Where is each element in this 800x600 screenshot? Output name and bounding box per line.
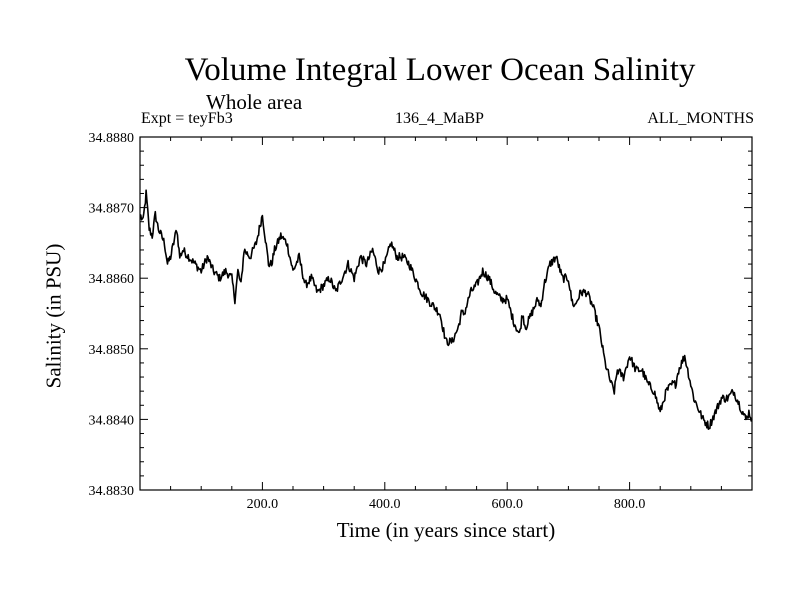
chart-subtitle: Whole area	[206, 90, 303, 114]
plot-area-frame	[139, 136, 753, 491]
x-tick-label: 800.0	[614, 497, 646, 512]
months-label: ALL_MONTHS	[647, 110, 754, 127]
x-axis-ticks: 200.0 400.0 600.0 800.0	[170, 137, 722, 512]
y-tick-label: 34.8830	[89, 484, 135, 499]
y-tick-label: 34.8850	[89, 343, 135, 358]
x-tick-label: 400.0	[369, 497, 401, 512]
x-tick-label: 600.0	[491, 497, 523, 512]
chart-title: Volume Integral Lower Ocean Salinity	[184, 52, 696, 88]
run-label: 136_4_MaBP	[395, 110, 484, 127]
x-axis-label: Time (in years since start)	[336, 518, 556, 542]
y-tick-label: 34.8840	[89, 413, 135, 428]
y-tick-label: 34.8860	[89, 272, 135, 287]
experiment-label: Expt = teyFb3	[141, 110, 233, 127]
x-tick-label: 200.0	[247, 497, 279, 512]
y-tick-label: 34.8870	[89, 202, 135, 217]
salinity-series-line	[139, 189, 753, 430]
y-tick-label: 34.8880	[89, 131, 135, 146]
y-axis-ticks: 34.8830 34.8840 34.8850 34.8860 34.8870 34.88…	[89, 131, 752, 499]
